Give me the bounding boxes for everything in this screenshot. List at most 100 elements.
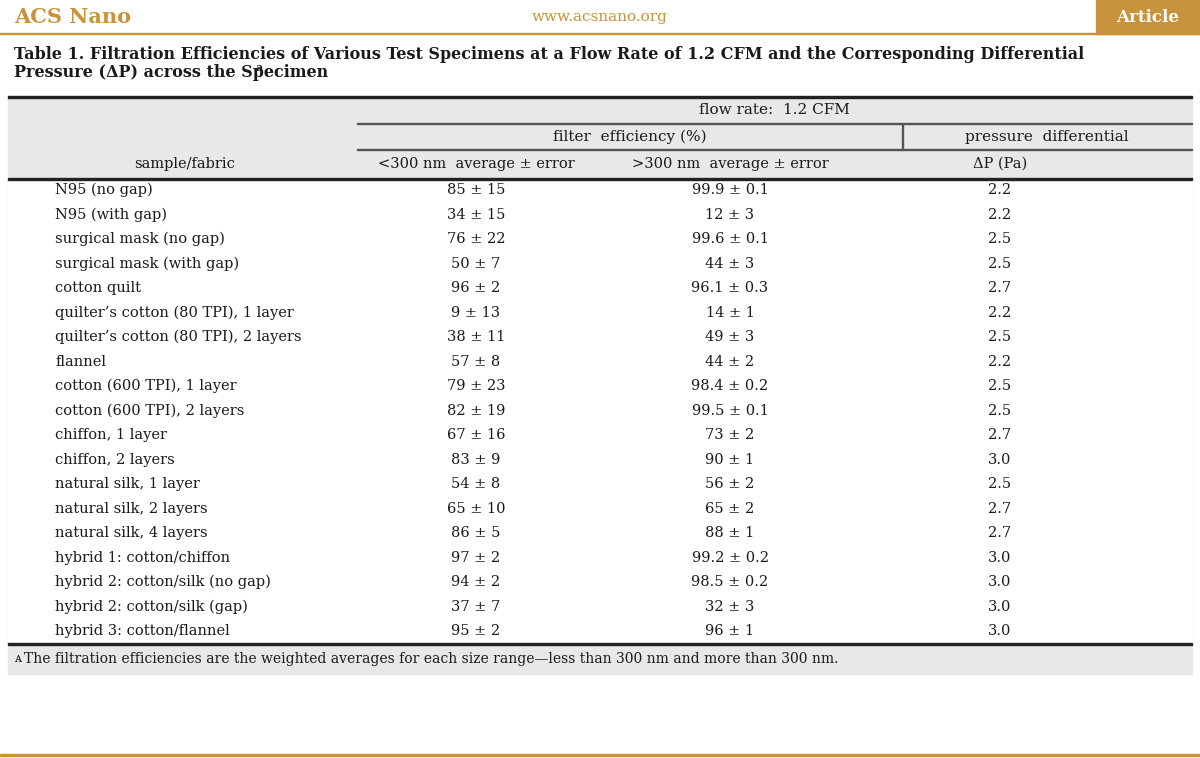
Bar bbox=[358, 123, 1192, 124]
Text: 34 ± 15: 34 ± 15 bbox=[446, 208, 505, 222]
Text: pressure  differential: pressure differential bbox=[965, 130, 1129, 144]
Text: 2.2: 2.2 bbox=[989, 355, 1012, 368]
Text: 82 ± 19: 82 ± 19 bbox=[446, 404, 505, 418]
Text: 99.5 ± 0.1: 99.5 ± 0.1 bbox=[691, 404, 768, 418]
Text: ACS Nano: ACS Nano bbox=[14, 7, 131, 27]
Text: 2.7: 2.7 bbox=[989, 526, 1012, 540]
Text: 2.7: 2.7 bbox=[989, 502, 1012, 515]
Text: 2.5: 2.5 bbox=[989, 330, 1012, 344]
Text: N95 (with gap): N95 (with gap) bbox=[55, 208, 167, 222]
Bar bbox=[8, 644, 1192, 645]
Text: 99.2 ± 0.2: 99.2 ± 0.2 bbox=[691, 551, 768, 565]
Bar bbox=[902, 149, 1192, 150]
Text: 49 ± 3: 49 ± 3 bbox=[706, 330, 755, 344]
Text: 90 ± 1: 90 ± 1 bbox=[706, 453, 755, 467]
Text: sample/fabric: sample/fabric bbox=[134, 157, 235, 171]
Text: Table 1. Filtration Efficiencies of Various Test Specimens at a Flow Rate of 1.2: Table 1. Filtration Efficiencies of Vari… bbox=[14, 46, 1084, 63]
Text: 65 ± 10: 65 ± 10 bbox=[446, 502, 505, 515]
Text: 37 ± 7: 37 ± 7 bbox=[451, 600, 500, 614]
Text: 54 ± 8: 54 ± 8 bbox=[451, 478, 500, 491]
Text: 44 ± 2: 44 ± 2 bbox=[706, 355, 755, 368]
Text: 12 ± 3: 12 ± 3 bbox=[706, 208, 755, 222]
Text: 3.0: 3.0 bbox=[989, 551, 1012, 565]
Text: Article: Article bbox=[1116, 8, 1180, 26]
Text: 73 ± 2: 73 ± 2 bbox=[706, 428, 755, 442]
Text: 2.5: 2.5 bbox=[989, 404, 1012, 418]
Text: 98.4 ± 0.2: 98.4 ± 0.2 bbox=[691, 379, 768, 393]
Text: 99.6 ± 0.1: 99.6 ± 0.1 bbox=[691, 232, 768, 246]
Bar bbox=[8, 178, 1192, 644]
Text: 88 ± 1: 88 ± 1 bbox=[706, 526, 755, 540]
Text: quilter’s cotton (80 TPI), 1 layer: quilter’s cotton (80 TPI), 1 layer bbox=[55, 305, 294, 320]
Bar bbox=[0, 33, 1200, 34]
Text: 95 ± 2: 95 ± 2 bbox=[451, 625, 500, 638]
Text: 94 ± 2: 94 ± 2 bbox=[451, 575, 500, 589]
Text: cotton (600 TPI), 2 layers: cotton (600 TPI), 2 layers bbox=[55, 403, 245, 418]
Text: 67 ± 16: 67 ± 16 bbox=[446, 428, 505, 442]
Bar bbox=[1096, 0, 1200, 34]
Text: hybrid 1: cotton/chiffon: hybrid 1: cotton/chiffon bbox=[55, 551, 230, 565]
Text: Pressure (ΔP) across the Specimen: Pressure (ΔP) across the Specimen bbox=[14, 64, 329, 81]
Text: flannel: flannel bbox=[55, 355, 106, 368]
Text: 96 ± 2: 96 ± 2 bbox=[451, 281, 500, 296]
Text: natural silk, 1 layer: natural silk, 1 layer bbox=[55, 478, 200, 491]
Text: 44 ± 3: 44 ± 3 bbox=[706, 257, 755, 271]
Bar bbox=[8, 177, 1192, 180]
Text: natural silk, 4 layers: natural silk, 4 layers bbox=[55, 526, 208, 540]
Text: 38 ± 11: 38 ± 11 bbox=[446, 330, 505, 344]
Text: 3.0: 3.0 bbox=[989, 600, 1012, 614]
Text: 3.0: 3.0 bbox=[989, 575, 1012, 589]
Text: The filtration efficiencies are the weighted averages for each size range—less t: The filtration efficiencies are the weig… bbox=[24, 651, 839, 666]
Bar bbox=[0, 753, 1200, 756]
Text: 83 ± 9: 83 ± 9 bbox=[451, 453, 500, 467]
Text: 50 ± 7: 50 ± 7 bbox=[451, 257, 500, 271]
Text: hybrid 3: cotton/flannel: hybrid 3: cotton/flannel bbox=[55, 625, 229, 638]
Text: ΔP (Pa): ΔP (Pa) bbox=[973, 157, 1027, 171]
Text: >300 nm  average ± error: >300 nm average ± error bbox=[631, 157, 828, 171]
Text: 3.0: 3.0 bbox=[989, 453, 1012, 467]
Text: cotton (600 TPI), 1 layer: cotton (600 TPI), 1 layer bbox=[55, 379, 236, 393]
Bar bbox=[902, 124, 904, 150]
Text: 2.5: 2.5 bbox=[989, 379, 1012, 393]
Text: 56 ± 2: 56 ± 2 bbox=[706, 478, 755, 491]
Text: 2.2: 2.2 bbox=[989, 305, 1012, 320]
Text: 2.2: 2.2 bbox=[989, 183, 1012, 197]
Text: 97 ± 2: 97 ± 2 bbox=[451, 551, 500, 565]
Text: filter  efficiency (%): filter efficiency (%) bbox=[553, 130, 707, 144]
Text: chiffon, 1 layer: chiffon, 1 layer bbox=[55, 428, 167, 442]
Text: 2.7: 2.7 bbox=[989, 428, 1012, 442]
Text: 32 ± 3: 32 ± 3 bbox=[706, 600, 755, 614]
Bar bbox=[8, 96, 1192, 98]
Bar bbox=[8, 96, 1192, 674]
Text: 14 ± 1: 14 ± 1 bbox=[706, 305, 755, 320]
Text: hybrid 2: cotton/silk (gap): hybrid 2: cotton/silk (gap) bbox=[55, 600, 248, 614]
Text: cotton quilt: cotton quilt bbox=[55, 281, 142, 296]
Text: natural silk, 2 layers: natural silk, 2 layers bbox=[55, 502, 208, 515]
Bar bbox=[0, 0, 1200, 34]
Text: 86 ± 5: 86 ± 5 bbox=[451, 526, 500, 540]
Text: 76 ± 22: 76 ± 22 bbox=[446, 232, 505, 246]
Text: www.acsnano.org: www.acsnano.org bbox=[532, 10, 668, 24]
Text: 2.2: 2.2 bbox=[989, 208, 1012, 222]
Text: flow rate:  1.2 CFM: flow rate: 1.2 CFM bbox=[700, 103, 850, 117]
Text: 2.5: 2.5 bbox=[989, 478, 1012, 491]
Text: surgical mask (no gap): surgical mask (no gap) bbox=[55, 232, 224, 246]
Bar bbox=[358, 149, 902, 150]
Text: 98.5 ± 0.2: 98.5 ± 0.2 bbox=[691, 575, 768, 589]
Text: 3.0: 3.0 bbox=[989, 625, 1012, 638]
Text: 99.9 ± 0.1: 99.9 ± 0.1 bbox=[691, 183, 768, 197]
Text: 9 ± 13: 9 ± 13 bbox=[451, 305, 500, 320]
Text: 2.5: 2.5 bbox=[989, 257, 1012, 271]
Text: 96.1 ± 0.3: 96.1 ± 0.3 bbox=[691, 281, 768, 296]
Text: N95 (no gap): N95 (no gap) bbox=[55, 183, 152, 197]
Text: 2.7: 2.7 bbox=[989, 281, 1012, 296]
Text: <300 nm  average ± error: <300 nm average ± error bbox=[378, 157, 575, 171]
Text: 65 ± 2: 65 ± 2 bbox=[706, 502, 755, 515]
Text: 85 ± 15: 85 ± 15 bbox=[446, 183, 505, 197]
Text: 79 ± 23: 79 ± 23 bbox=[446, 379, 505, 393]
Text: 96 ± 1: 96 ± 1 bbox=[706, 625, 755, 638]
Text: hybrid 2: cotton/silk (no gap): hybrid 2: cotton/silk (no gap) bbox=[55, 575, 271, 590]
Text: quilter’s cotton (80 TPI), 2 layers: quilter’s cotton (80 TPI), 2 layers bbox=[55, 330, 301, 344]
Text: 2.5: 2.5 bbox=[989, 232, 1012, 246]
Text: a: a bbox=[256, 62, 263, 73]
